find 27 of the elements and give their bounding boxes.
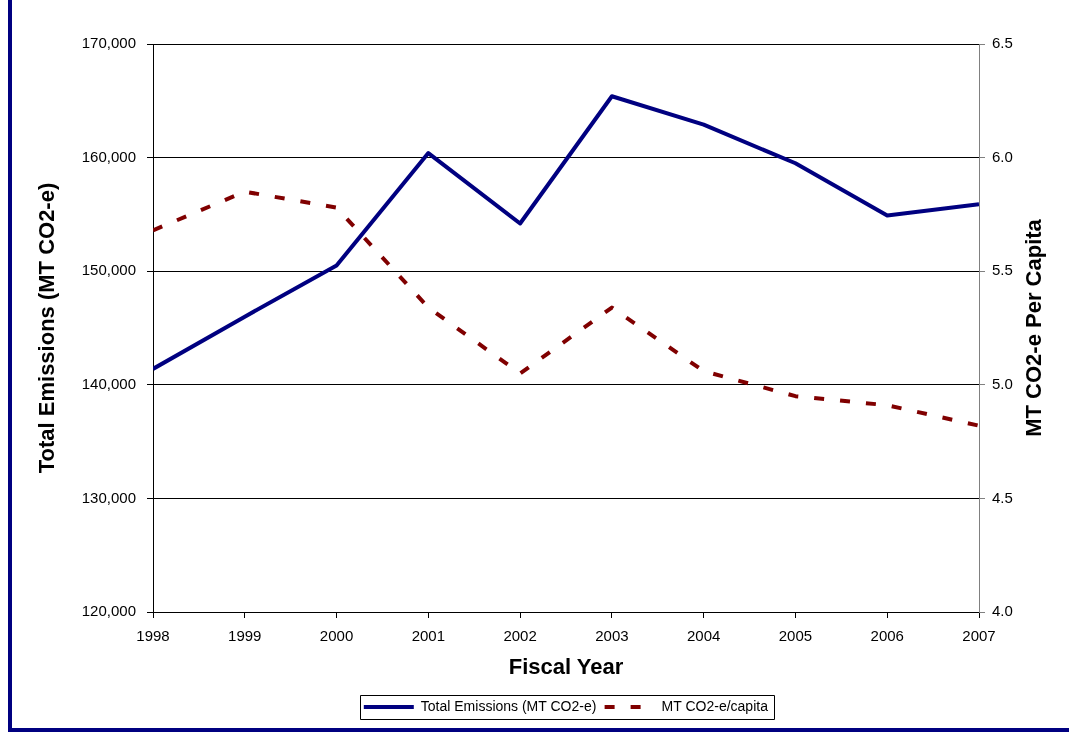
y2-axis-title: MT CO2-e Per Capita <box>1021 218 1047 437</box>
y2-tick-label: 4.0 <box>992 602 1013 620</box>
y2-tick-label: 6.0 <box>992 147 1013 165</box>
y2-tick-label: 6.5 <box>992 34 1013 52</box>
x-tick-label: 2000 <box>319 627 354 645</box>
x-tick-label: 1999 <box>228 627 262 645</box>
x-tick-label: 2007 <box>962 627 996 645</box>
y-tick-label: 120,000 <box>81 602 136 620</box>
legend-label: Total Emissions (MT CO2-e) <box>420 697 597 714</box>
x-tick-label: 2004 <box>686 627 721 645</box>
x-tick-label: 2006 <box>870 627 904 645</box>
y2-tick-label: 5.0 <box>992 374 1013 392</box>
x-axis-title: Fiscal Year <box>508 653 624 679</box>
y2-tick-label: 5.5 <box>992 261 1013 279</box>
y-axis-title: Total Emissions (MT CO2-e) <box>34 182 60 474</box>
x-tick-label: 2005 <box>778 627 813 645</box>
y-tick-label: 140,000 <box>81 374 136 392</box>
x-tick-label: 2002 <box>503 627 537 645</box>
y2-tick-label: 4.5 <box>992 488 1013 506</box>
y-tick-label: 170,000 <box>81 34 136 52</box>
x-tick-label: 2001 <box>411 627 446 645</box>
legend-label: MT CO2-e/capita <box>661 697 769 714</box>
x-tick-label: 2003 <box>595 627 629 645</box>
x-tick-label: 1998 <box>136 627 170 645</box>
y-tick-label: 160,000 <box>81 147 136 165</box>
y-tick-label: 130,000 <box>81 488 136 506</box>
y-tick-label: 150,000 <box>81 261 136 279</box>
